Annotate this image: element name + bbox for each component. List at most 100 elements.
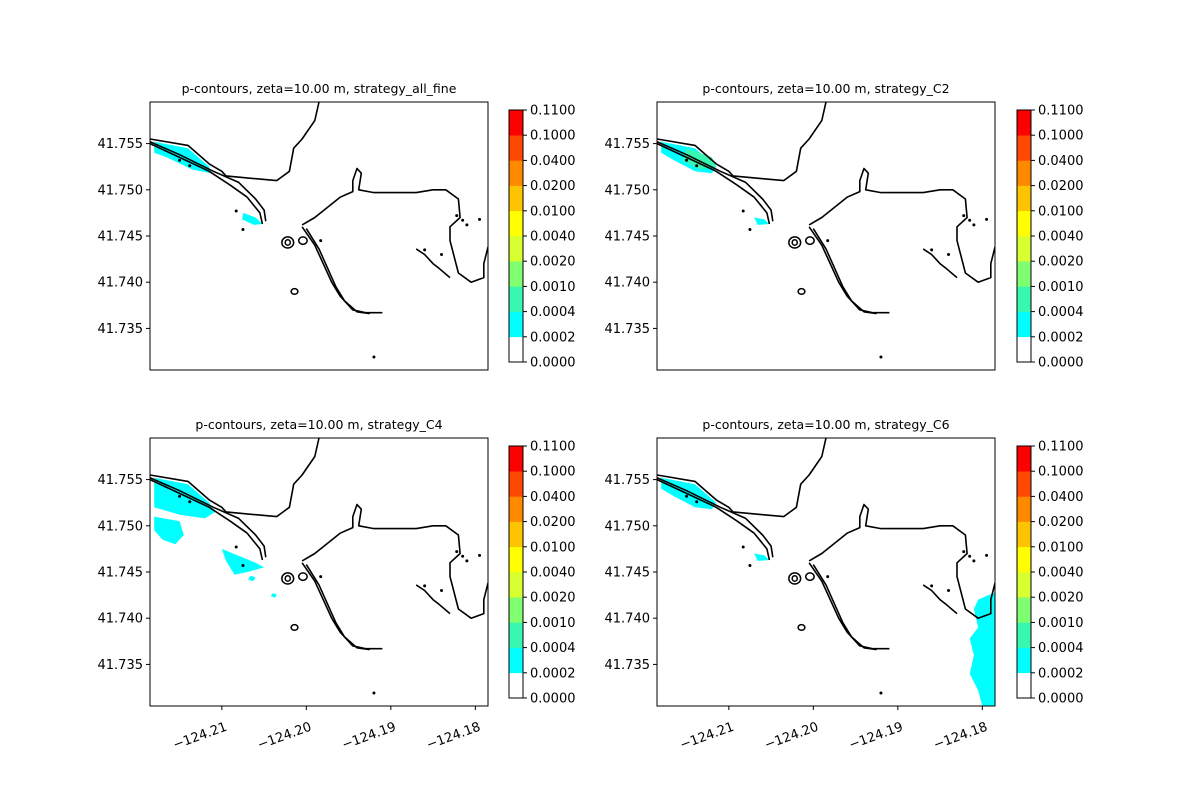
colorbar-label: 0.0020	[1038, 591, 1084, 606]
coastline-segment-7	[415, 248, 451, 279]
colorbar-label: 0.1100	[530, 440, 576, 455]
coastline-point-5	[319, 239, 323, 243]
coastline-segment-4	[808, 503, 995, 619]
y-tick-label: 41.735	[98, 658, 144, 673]
axes-frame	[656, 101, 996, 371]
colorbar-label: 0.0040	[530, 566, 576, 581]
colorbar-label: 0.0200	[1038, 515, 1084, 530]
y-tick-label: 41.755	[98, 473, 144, 488]
colorbar-label: 0.0002	[530, 330, 576, 345]
colorbar-label: 0.0040	[530, 230, 576, 245]
coastline-point-8	[461, 218, 465, 222]
colorbar-label: 0.1000	[530, 129, 576, 144]
coastline-point-2	[695, 164, 699, 168]
coastline-point-10	[478, 553, 482, 557]
coastline-segment-6	[305, 564, 370, 651]
filled-region-2	[242, 212, 263, 225]
coastline-island-2	[791, 238, 799, 246]
y-tick-label: 41.735	[98, 322, 144, 337]
colorbar-band	[509, 311, 523, 338]
coastline-segment-4	[301, 167, 488, 283]
coastline-point-6	[372, 355, 376, 359]
colorbar-band	[509, 210, 523, 237]
coastline-island-3	[797, 623, 806, 631]
colorbar-label: 0.1000	[1038, 465, 1084, 480]
colorbar-band	[1017, 446, 1031, 472]
colorbar-band	[509, 135, 523, 161]
colorbar-label: 0.0002	[530, 666, 576, 681]
colorbar-band	[509, 572, 523, 598]
coastline-point-4	[241, 228, 245, 232]
coastline-segment-4	[301, 503, 488, 619]
coastline-point-3	[741, 209, 745, 213]
coastline-point-12	[947, 252, 951, 256]
colorbar-label: 0.0020	[1038, 255, 1084, 270]
coastline-segment-2	[657, 476, 774, 558]
colorbar-label: 0.0010	[530, 616, 576, 631]
colorbar-band	[1017, 647, 1031, 674]
coastline-point-10	[985, 553, 989, 557]
coastline-segment-7	[922, 248, 958, 279]
colorbar-label: 0.0100	[530, 540, 576, 555]
colorbar-band	[1017, 672, 1031, 699]
filled-region-3	[969, 592, 995, 706]
panel-2: p-contours, zeta=10.00 m, strategy_C2 41.…	[605, 81, 1084, 371]
coastline-point-11	[930, 248, 934, 252]
colorbar-label: 0.0010	[1038, 280, 1084, 295]
plot-area	[657, 102, 995, 359]
colorbar-band	[509, 672, 523, 699]
colorbar-label: 0.0000	[1038, 356, 1084, 371]
coastline-point-2	[188, 164, 192, 168]
y-tick-label: 41.735	[605, 658, 651, 673]
colorbar-label: 0.0200	[1038, 179, 1084, 194]
coastline-segment-3	[150, 478, 264, 561]
colorbar-label: 0.0002	[1038, 330, 1084, 345]
coastline-point-8	[461, 554, 465, 558]
colorbar-band	[1017, 496, 1031, 522]
colorbar-label: 0.0100	[530, 204, 576, 219]
colorbar-band	[509, 521, 523, 548]
coastline-island-3	[290, 623, 299, 631]
colorbar-band	[509, 261, 523, 287]
colorbar-label: 0.0040	[1038, 230, 1084, 245]
plot-area	[150, 102, 488, 359]
colorbar-label: 0.1100	[1038, 440, 1084, 455]
colorbar-label: 0.0000	[530, 692, 576, 707]
colorbar-label: 0.1000	[1038, 129, 1084, 144]
coastline-segment-3	[657, 478, 771, 561]
coastline-point-3	[741, 545, 745, 549]
colorbar-band	[509, 496, 523, 522]
coastline-segment-1	[657, 102, 827, 182]
colorbar-band	[1017, 471, 1031, 497]
x-tick-label: −124.20	[763, 720, 821, 753]
colorbar-label: 0.0200	[530, 179, 576, 194]
coastline-island-3	[797, 287, 806, 295]
coastline-point-9	[972, 223, 976, 227]
colorbar-label: 0.0040	[1038, 566, 1084, 581]
colorbar-band	[1017, 135, 1031, 161]
y-tick-label: 41.755	[605, 137, 651, 152]
colorbar-band	[1017, 311, 1031, 338]
panel-title: p-contours, zeta=10.00 m, strategy_C4	[195, 417, 442, 432]
coastline-point-1	[685, 494, 689, 498]
x-tick-label: −124.19	[847, 720, 905, 753]
coastline-point-11	[930, 584, 934, 588]
colorbar-label: 0.0004	[1038, 641, 1084, 656]
coastline-point-1	[685, 158, 689, 162]
y-tick-label: 41.750	[98, 519, 144, 534]
coastline-island-1	[281, 572, 295, 585]
filled-region-2	[754, 553, 770, 561]
colorbar-label: 0.0010	[1038, 616, 1084, 631]
coastline-point-10	[985, 217, 989, 221]
x-tick-label: −124.20	[256, 720, 314, 753]
y-tick-label: 41.745	[605, 566, 651, 581]
coastline-segment-1	[657, 438, 827, 518]
colorbar-band	[509, 622, 523, 648]
coastline-island-4	[804, 572, 815, 582]
colorbar-label: 0.1000	[530, 465, 576, 480]
filled-region-2	[682, 148, 717, 170]
coastline-point-12	[440, 252, 444, 256]
colorbar-band	[509, 446, 523, 472]
